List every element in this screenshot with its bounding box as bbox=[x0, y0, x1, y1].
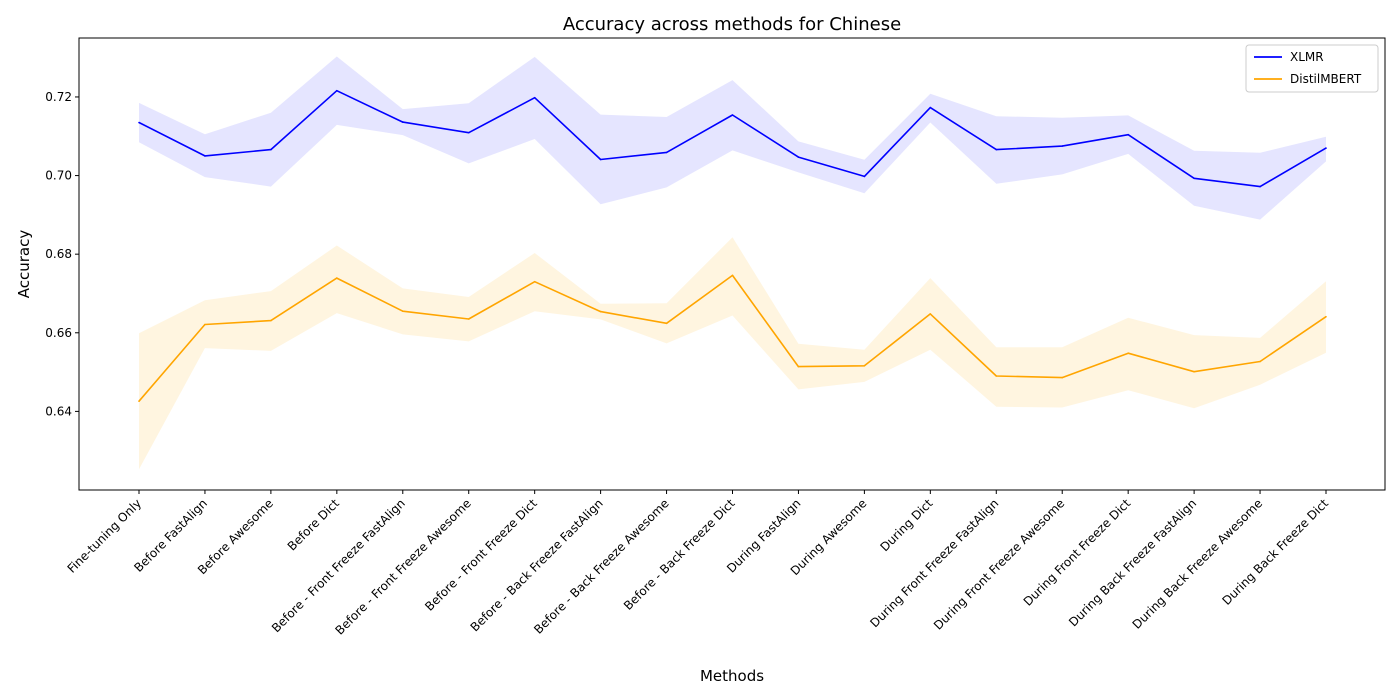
point-distilmbert bbox=[533, 280, 536, 283]
x-tick-label: During Front Freeze FastAlign bbox=[867, 496, 1001, 630]
x-tick-label: During Front Freeze Dict bbox=[1021, 496, 1134, 609]
point-xlmr bbox=[402, 121, 404, 123]
point-distilmbert bbox=[336, 277, 338, 279]
y-tick-label: 0.72 bbox=[45, 90, 72, 104]
x-tick-label: Before Dict bbox=[285, 496, 342, 553]
point-distilmbert bbox=[1259, 360, 1261, 363]
x-tick-label: Before - Back Freeze Awesome bbox=[531, 496, 671, 636]
x-tick-label: During Back Freeze FastAlign bbox=[1066, 496, 1199, 629]
y-tick-label: 0.66 bbox=[45, 326, 72, 340]
y-tick-label: 0.68 bbox=[45, 247, 72, 261]
point-xlmr bbox=[1193, 177, 1195, 180]
point-xlmr bbox=[138, 121, 140, 124]
point-distilmbert bbox=[1127, 352, 1129, 355]
band-distilmbert bbox=[139, 237, 1326, 470]
series-lines bbox=[138, 89, 1327, 403]
point-xlmr bbox=[1061, 145, 1063, 147]
band-xlmr bbox=[139, 56, 1326, 220]
x-tick-label: Before - Front Freeze Awesome bbox=[332, 496, 473, 637]
x-tick-label: During Front Freeze Awesome bbox=[931, 496, 1067, 632]
point-distilmbert bbox=[467, 318, 470, 320]
point-xlmr bbox=[467, 131, 470, 134]
point-distilmbert bbox=[138, 400, 140, 403]
point-xlmr bbox=[1259, 185, 1261, 188]
confidence-bands bbox=[139, 56, 1326, 470]
point-xlmr bbox=[533, 96, 536, 99]
point-distilmbert bbox=[1061, 376, 1063, 379]
point-distilmbert bbox=[995, 375, 998, 377]
legend-label-distilmbert: DistilMBERT bbox=[1290, 72, 1362, 86]
point-xlmr bbox=[995, 148, 998, 151]
point-xlmr bbox=[731, 114, 734, 116]
point-xlmr bbox=[599, 158, 602, 161]
point-distilmbert bbox=[204, 323, 206, 326]
x-tick-label: Before - Front Freeze Dict bbox=[422, 496, 540, 614]
point-xlmr bbox=[863, 175, 866, 178]
point-xlmr bbox=[270, 148, 272, 151]
point-distilmbert bbox=[1325, 315, 1327, 318]
x-axis-title: Methods bbox=[700, 667, 764, 685]
x-tick-label: During Back Freeze Awesome bbox=[1130, 496, 1266, 632]
point-distilmbert bbox=[599, 310, 602, 313]
point-xlmr bbox=[929, 106, 932, 109]
point-distilmbert bbox=[402, 310, 404, 313]
point-distilmbert bbox=[1193, 370, 1195, 373]
x-tick-label: Before - Back Freeze Dict bbox=[621, 496, 738, 613]
legend-label-xlmr: XLMR bbox=[1290, 50, 1324, 64]
y-axis: 0.64 0.66 0.68 0.70 0.72 bbox=[45, 90, 79, 418]
point-distilmbert bbox=[731, 274, 734, 277]
y-tick-label: 0.64 bbox=[45, 404, 72, 418]
point-xlmr bbox=[1325, 147, 1327, 149]
point-xlmr bbox=[1127, 133, 1129, 136]
legend: XLMR DistilMBERT bbox=[1245, 44, 1379, 93]
point-distilmbert bbox=[929, 313, 932, 315]
point-xlmr bbox=[797, 156, 800, 158]
chart-title: Accuracy across methods for Chinese bbox=[563, 14, 901, 35]
y-axis-title: Accuracy bbox=[15, 230, 33, 299]
point-xlmr bbox=[204, 155, 206, 157]
y-tick-label: 0.70 bbox=[45, 169, 72, 183]
x-tick-label: During Dict bbox=[877, 496, 935, 554]
x-tick-label: Before - Front Freeze FastAlign bbox=[269, 496, 408, 635]
x-tick-label: Before - Back Freeze FastAlign bbox=[468, 496, 606, 634]
point-xlmr bbox=[665, 151, 668, 154]
x-tick-label: During Back Freeze Dict bbox=[1219, 496, 1331, 608]
point-distilmbert bbox=[270, 319, 272, 322]
point-distilmbert bbox=[863, 365, 866, 367]
point-xlmr bbox=[336, 89, 338, 92]
point-distilmbert bbox=[665, 322, 668, 325]
point-distilmbert bbox=[797, 365, 800, 368]
